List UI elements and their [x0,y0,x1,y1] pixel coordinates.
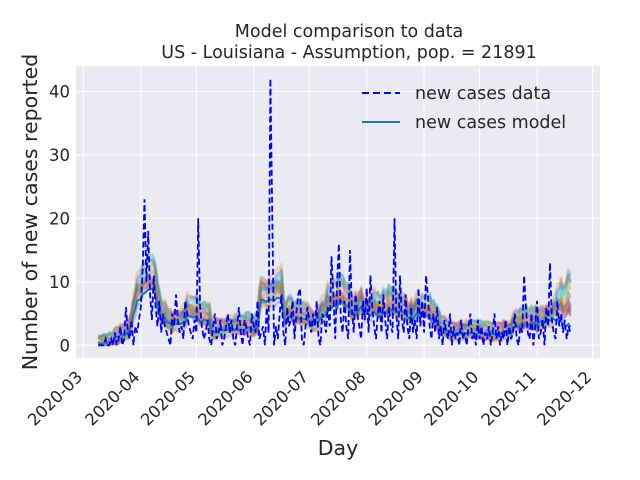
model-ensemble-line [97,256,572,343]
y-tick-label: 30 [49,146,70,165]
x-tick-label: 2020-05 [137,367,199,429]
x-tick-label: 2020-06 [194,367,256,429]
y-axis-label: Number of new cases reported [18,54,42,371]
model-ensemble-line [97,257,572,345]
x-tick-label: 2020-08 [307,367,369,429]
grid [76,66,600,358]
y-tick-label: 20 [49,209,70,228]
x-axis-label: Day [318,436,358,460]
x-tick-label: 2020-04 [81,367,143,429]
y-tick-labels: 0 10 20 30 40 [49,82,70,355]
data-line [98,78,572,347]
y-tick-label: 0 [60,336,71,355]
chart-title-line-2: US - Louisiana - Assumption, pop. = 2189… [161,43,536,63]
x-tick-label: 2020-03 [24,367,86,429]
x-tick-label: 2020-11 [478,367,540,429]
y-tick-label: 10 [49,273,70,292]
chart-title-line-1: Model comparison to data [235,22,463,42]
plot-area [76,66,600,358]
legend-label-data: new cases data [415,84,551,104]
x-tick-label: 2020-09 [365,367,427,429]
legend-label-model: new cases model [415,113,566,133]
x-tick-labels: 2020-032020-042020-052020-062020-072020-… [24,367,595,429]
model-ensemble-line [97,253,572,340]
x-tick-label: 2020-12 [533,367,595,429]
legend: new cases data new cases model [362,84,566,133]
x-tick-label: 2020-10 [420,367,482,429]
data-series [98,78,572,347]
y-tick-label: 40 [49,82,70,101]
x-tick-label: 2020-07 [250,367,312,429]
